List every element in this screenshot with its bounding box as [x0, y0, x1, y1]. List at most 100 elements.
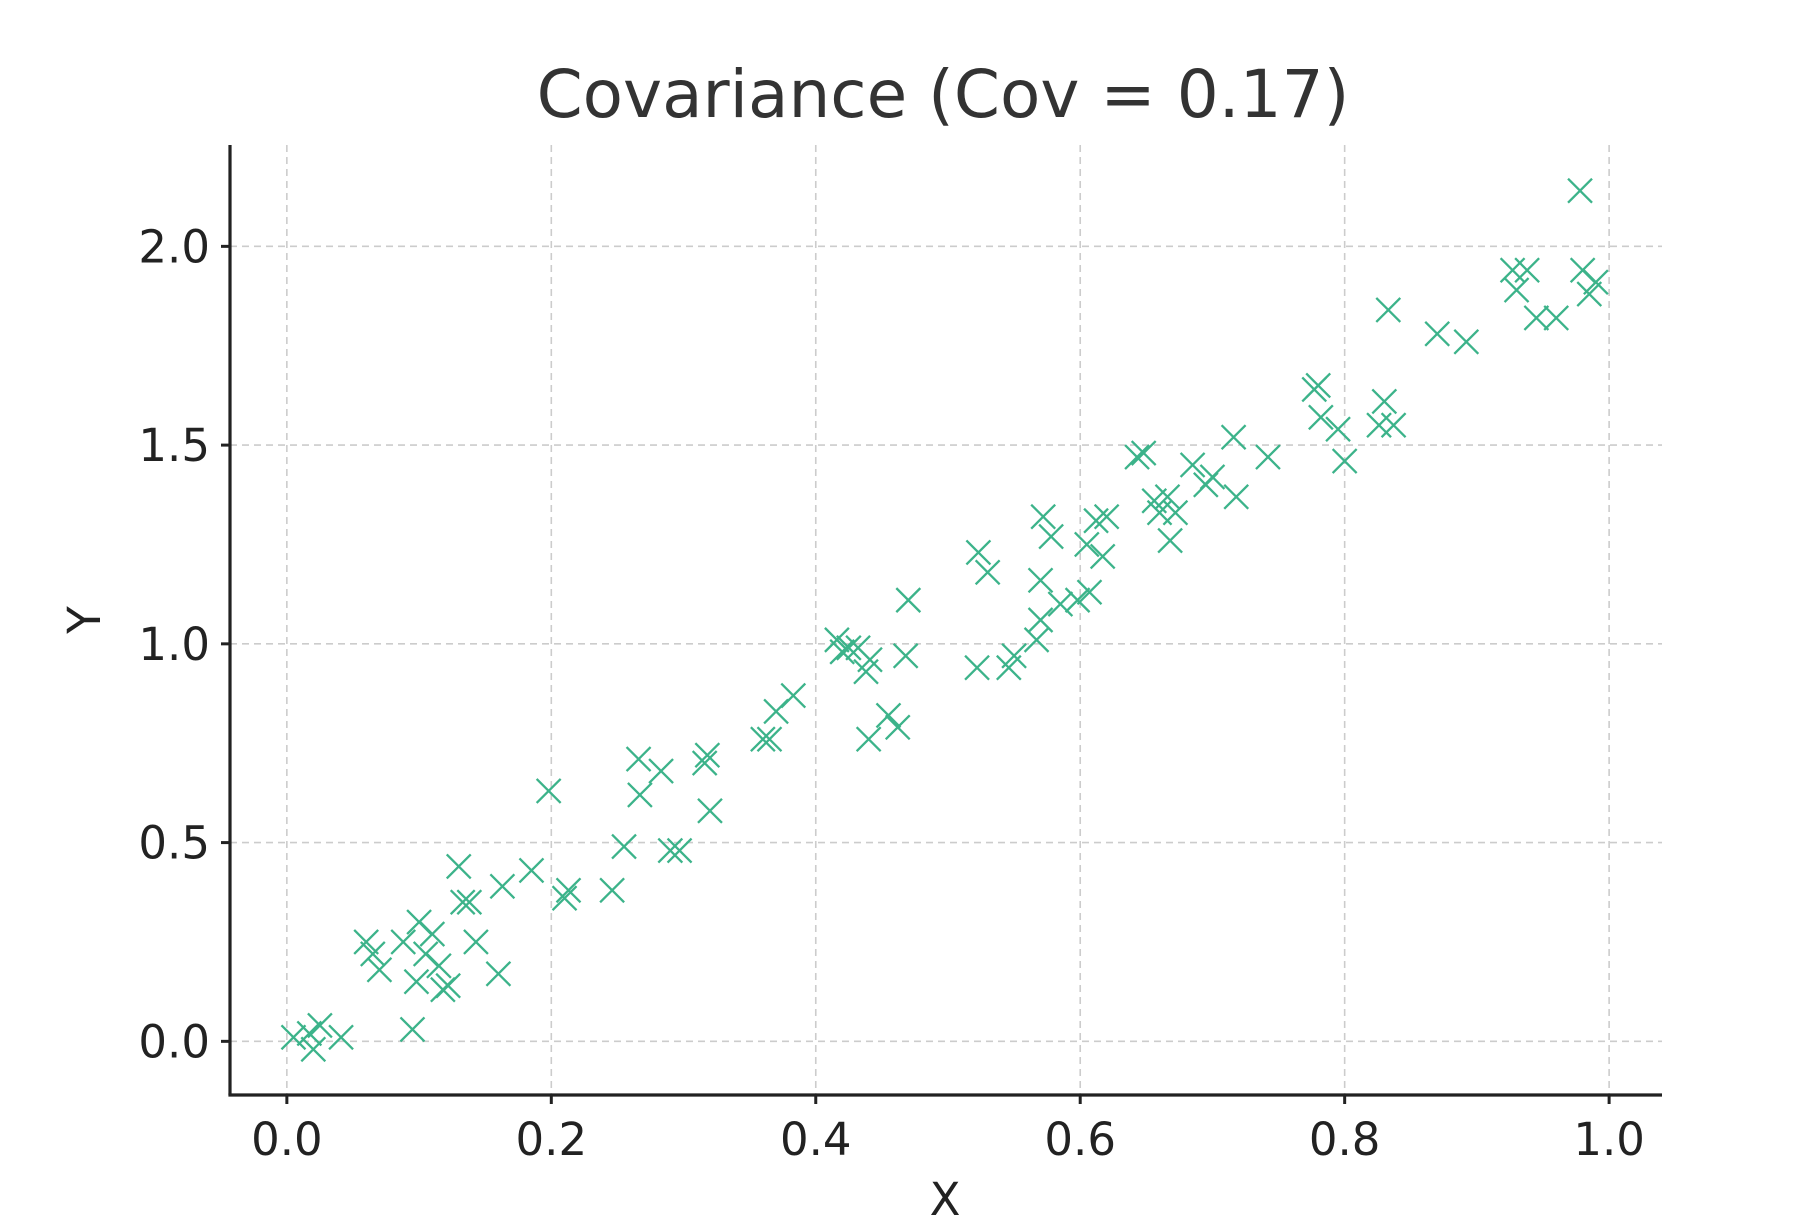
data-point: [353, 929, 380, 955]
x-tick-label: 0.0: [251, 1113, 323, 1166]
data-point: [435, 972, 461, 999]
x-axis-label: X: [930, 1173, 961, 1220]
data-point: [697, 797, 723, 824]
data-point: [1453, 328, 1480, 355]
data-point: [1089, 543, 1116, 570]
data-point: [1220, 424, 1247, 450]
data-point: [611, 833, 637, 860]
data-point: [1567, 177, 1593, 204]
data-point: [445, 853, 472, 880]
data-point: [1124, 444, 1150, 470]
data-point: [1255, 444, 1281, 470]
data-point: [1514, 257, 1540, 284]
data-point: [1543, 305, 1570, 331]
data-point: [1027, 607, 1054, 633]
data-point: [518, 857, 545, 884]
data-point: [390, 929, 417, 955]
data-point: [555, 877, 582, 904]
data-point: [627, 782, 653, 808]
data-point: [965, 539, 992, 566]
data-point: [691, 750, 718, 776]
data-point: [1154, 483, 1181, 510]
data-point: [1093, 503, 1120, 530]
data-point: [307, 1012, 333, 1039]
data-point: [1583, 269, 1609, 295]
x-tick-label: 0.6: [1044, 1113, 1116, 1166]
x-tick-label: 0.8: [1309, 1113, 1381, 1166]
data-point: [756, 726, 783, 753]
data-point: [648, 758, 674, 784]
data-point: [456, 889, 483, 916]
data-point: [1199, 464, 1226, 490]
data-point: [895, 587, 922, 613]
data-point: [855, 726, 882, 753]
data-point: [419, 921, 446, 947]
data-point: [359, 941, 386, 967]
x-tick-label: 1.0: [1573, 1113, 1645, 1166]
data-point: [300, 1036, 327, 1063]
chart-title: Covariance (Cov = 0.17): [537, 56, 1350, 133]
data-point: [974, 559, 1001, 586]
data-point: [1308, 404, 1334, 431]
data-point: [1157, 527, 1183, 554]
scatter-points: [280, 177, 1609, 1063]
x-tick-label: 0.2: [516, 1113, 588, 1166]
data-point: [625, 746, 652, 772]
data-point: [836, 635, 862, 661]
data-point: [857, 646, 883, 673]
data-point: [599, 877, 625, 904]
data-point: [1366, 412, 1392, 439]
data-point: [551, 885, 578, 912]
data-point: [280, 1024, 307, 1051]
data-point: [1223, 483, 1250, 510]
data-point: [399, 1016, 426, 1043]
data-point: [1047, 591, 1074, 617]
data-point: [485, 960, 512, 987]
data-point: [1001, 642, 1027, 669]
data-point: [1038, 523, 1064, 550]
data-point: [964, 654, 990, 681]
data-point: [328, 1024, 354, 1051]
data-point: [1576, 281, 1603, 307]
y-tick-label: 1.5: [138, 419, 210, 472]
data-point: [1424, 320, 1451, 347]
data-point: [1083, 507, 1109, 534]
x-ticks: 0.0 0.2 0.4 0.6 0.8 1.0: [251, 1095, 1645, 1166]
data-point: [750, 726, 776, 753]
data-point: [1064, 587, 1091, 613]
data-point: [535, 778, 562, 804]
y-ticks: 0.0 0.5 1.0 1.5 2.0: [138, 220, 230, 1068]
y-axis-label: Y: [58, 606, 111, 635]
data-point: [1523, 305, 1550, 331]
data-point: [296, 1020, 323, 1047]
data-point: [1331, 448, 1358, 474]
grid: [230, 145, 1662, 1095]
axes: [228, 145, 1662, 1097]
data-point: [449, 889, 476, 916]
y-tick-label: 2.0: [138, 220, 210, 273]
data-point: [1030, 503, 1056, 530]
data-point: [1305, 372, 1332, 399]
data-point: [463, 929, 489, 955]
data-point: [1074, 531, 1100, 558]
data-point: [1503, 277, 1530, 303]
x-tick-label: 0.4: [780, 1113, 852, 1166]
data-point: [666, 837, 693, 864]
data-point: [892, 642, 919, 669]
data-point: [1027, 567, 1054, 594]
y-tick-label: 1.0: [138, 618, 210, 671]
data-point: [1130, 440, 1157, 466]
data-point: [426, 953, 452, 979]
data-point: [366, 956, 393, 983]
data-point: [1076, 579, 1103, 605]
data-point: [1375, 297, 1402, 323]
data-point: [694, 742, 721, 768]
data-point: [1325, 416, 1351, 443]
data-point: [657, 837, 684, 864]
data-point: [1162, 499, 1189, 526]
data-point: [780, 682, 807, 709]
data-point: [875, 702, 902, 729]
data-point: [1179, 452, 1206, 478]
data-point: [489, 873, 516, 900]
